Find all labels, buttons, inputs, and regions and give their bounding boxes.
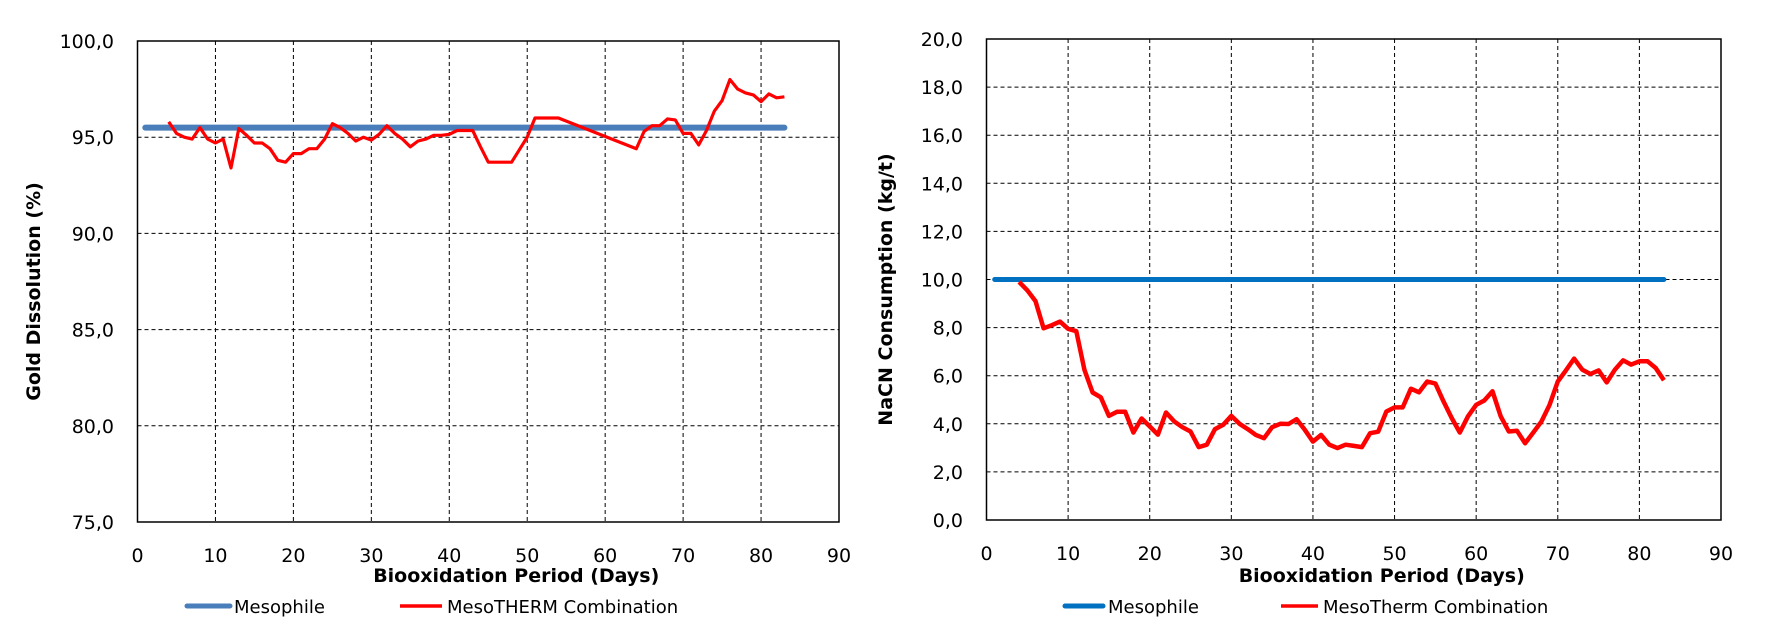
y-tick-label: 85,0 xyxy=(72,320,114,342)
y-tick-label: 12,0 xyxy=(921,221,963,243)
legend-label-mesophile: Mesophile xyxy=(234,597,325,618)
x-tick-label: 30 xyxy=(359,545,383,567)
y-axis-title: Gold Dissolution (%) xyxy=(23,182,45,401)
nacn-consumption-chart: 0,02,04,06,08,010,012,014,016,018,020,0 … xyxy=(875,29,1733,618)
plot-area-frame xyxy=(136,40,840,523)
y-tick-label: 90,0 xyxy=(72,223,114,245)
x-tick-label: 60 xyxy=(1464,543,1488,565)
y-tick-label: 2,0 xyxy=(933,462,963,484)
x-tick-label: 80 xyxy=(749,545,773,567)
legend-item-mesophile: Mesophile xyxy=(1062,597,1199,618)
y-tick-label: 80,0 xyxy=(72,416,114,438)
legend-label-mesotherm: MesoTherm Combination xyxy=(1323,597,1548,618)
y-tick-label: 16,0 xyxy=(921,125,963,147)
legend-item-mesotherm: MesoTHERM Combination xyxy=(400,597,678,618)
x-tick-label: 40 xyxy=(1301,543,1325,565)
x-tick-labels: 0 10 20 30 40 50 60 70 80 90 xyxy=(131,545,851,567)
y-tick-label: 4,0 xyxy=(933,414,963,436)
y-tick-label: 6,0 xyxy=(933,366,963,388)
x-tick-label: 40 xyxy=(437,545,461,567)
x-tick-label: 10 xyxy=(203,545,227,567)
x-tick-label: 30 xyxy=(1219,543,1243,565)
x-tick-label: 20 xyxy=(281,545,305,567)
gridlines xyxy=(137,41,839,522)
series-layer xyxy=(992,277,1667,451)
y-tick-labels: 75,0 80,0 85,0 90,0 95,0 100,0 xyxy=(60,31,114,534)
y-tick-label: 8,0 xyxy=(933,318,963,340)
legend-item-mesotherm: MesoTherm Combination xyxy=(1281,597,1548,618)
x-tick-label: 50 xyxy=(1382,543,1406,565)
y-axis-title: NaCN Consumption (kg/t) xyxy=(875,153,897,425)
y-tick-label: 100,0 xyxy=(60,31,114,53)
x-tick-label: 90 xyxy=(827,545,851,567)
y-tick-label: 20,0 xyxy=(921,29,963,51)
x-tick-label: 70 xyxy=(1546,543,1570,565)
gold-dissolution-chart: 75,0 80,0 85,0 90,0 95,0 100,0 0 10 20 30 40 50 60 7… xyxy=(23,31,851,618)
x-tick-label: 50 xyxy=(515,545,539,567)
legend-item-mesophile: Mesophile xyxy=(184,597,325,618)
y-tick-label: 14,0 xyxy=(921,173,963,195)
y-tick-labels: 0,0 2,0 4,0 6,0 8,0 10,0 12,0 14,0 16,0 18,0 20,0 xyxy=(921,29,963,532)
x-tick-label: 0 xyxy=(131,545,143,567)
x-axis-title: Biooxidation Period (Days) xyxy=(373,565,659,587)
y-tick-label: 18,0 xyxy=(921,77,963,99)
y-tick-label: 75,0 xyxy=(72,512,114,534)
legend-label-mesotherm: MesoTHERM Combination xyxy=(447,597,678,618)
legend: Mesophile MesoTHERM Combination xyxy=(184,597,678,618)
x-axis-title: Biooxidation Period (Days) xyxy=(1239,565,1525,587)
y-tick-label: 95,0 xyxy=(72,127,114,149)
series-line-mesotherm-combination xyxy=(167,77,785,170)
legend: Mesophile MesoTherm Combination xyxy=(1062,597,1548,618)
x-tick-labels: 0 10 20 30 40 50 60 70 80 90 xyxy=(980,543,1733,565)
x-tick-label: 20 xyxy=(1138,543,1162,565)
x-tick-label: 80 xyxy=(1627,543,1651,565)
x-tick-label: 90 xyxy=(1709,543,1733,565)
series-line-mesotherm-combination xyxy=(1017,280,1666,451)
x-tick-label: 60 xyxy=(593,545,617,567)
x-tick-label: 10 xyxy=(1056,543,1080,565)
legend-label-mesophile: Mesophile xyxy=(1108,597,1199,618)
x-tick-label: 0 xyxy=(980,543,992,565)
y-tick-label: 0,0 xyxy=(933,510,963,532)
series-layer xyxy=(142,77,788,170)
plot-area-frame xyxy=(985,38,1722,521)
x-tick-label: 70 xyxy=(671,545,695,567)
y-tick-label: 10,0 xyxy=(921,270,963,292)
